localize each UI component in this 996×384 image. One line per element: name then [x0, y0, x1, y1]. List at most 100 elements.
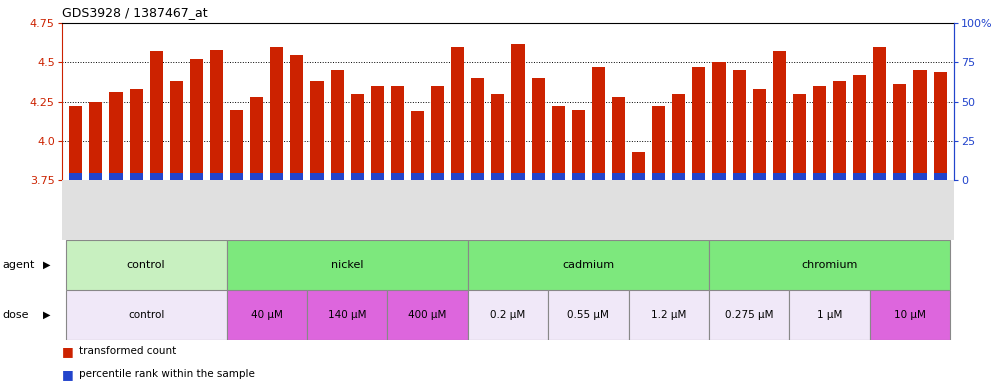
- Text: 400 μM: 400 μM: [408, 310, 447, 320]
- Bar: [331, 174, 344, 180]
- Bar: [793, 94, 806, 180]
- Bar: [250, 97, 263, 180]
- Bar: [451, 174, 464, 180]
- Bar: [468, 240, 709, 290]
- Bar: [230, 174, 243, 180]
- Bar: [331, 70, 344, 180]
- Bar: [307, 290, 387, 340]
- Bar: [491, 94, 504, 180]
- Bar: [652, 174, 665, 180]
- Text: ▶: ▶: [43, 260, 51, 270]
- Bar: [512, 174, 525, 180]
- Bar: [873, 47, 886, 180]
- Text: nickel: nickel: [331, 260, 364, 270]
- Bar: [753, 89, 766, 180]
- Bar: [548, 290, 628, 340]
- Bar: [733, 70, 746, 180]
- Bar: [110, 92, 123, 180]
- Bar: [652, 106, 665, 180]
- Bar: [451, 47, 464, 180]
- Bar: [149, 174, 162, 180]
- Bar: [709, 290, 790, 340]
- Bar: [592, 67, 605, 180]
- Bar: [913, 70, 926, 180]
- Bar: [813, 174, 826, 180]
- Bar: [129, 89, 142, 180]
- Bar: [169, 81, 183, 180]
- Bar: [70, 174, 83, 180]
- Bar: [793, 174, 806, 180]
- Bar: [291, 174, 304, 180]
- Bar: [893, 84, 906, 180]
- Bar: [552, 174, 565, 180]
- Text: control: control: [126, 260, 165, 270]
- Bar: [66, 240, 226, 290]
- Bar: [468, 290, 548, 340]
- Text: agent: agent: [2, 260, 35, 270]
- Text: GDS3928 / 1387467_at: GDS3928 / 1387467_at: [62, 6, 207, 19]
- Bar: [632, 152, 645, 180]
- Bar: [66, 290, 226, 340]
- Bar: [190, 59, 203, 180]
- Text: chromium: chromium: [802, 260, 858, 270]
- Bar: [933, 174, 946, 180]
- Text: ▶: ▶: [43, 310, 51, 320]
- Bar: [351, 174, 364, 180]
- Bar: [291, 55, 304, 180]
- Bar: [210, 174, 223, 180]
- Bar: [210, 50, 223, 180]
- Bar: [491, 174, 504, 180]
- Bar: [90, 102, 103, 180]
- Bar: [592, 174, 605, 180]
- Bar: [512, 43, 525, 180]
- Bar: [471, 174, 484, 180]
- Text: 10 μM: 10 μM: [894, 310, 926, 320]
- Bar: [90, 174, 103, 180]
- Text: 140 μM: 140 μM: [328, 310, 367, 320]
- Text: ■: ■: [62, 368, 74, 381]
- Bar: [390, 86, 404, 180]
- Bar: [854, 75, 867, 180]
- Bar: [431, 174, 444, 180]
- Bar: [572, 174, 585, 180]
- Bar: [149, 51, 162, 180]
- Bar: [311, 81, 324, 180]
- Text: dose: dose: [2, 310, 29, 320]
- Text: 1 μM: 1 μM: [817, 310, 843, 320]
- Bar: [672, 174, 685, 180]
- Bar: [773, 51, 786, 180]
- Bar: [833, 174, 847, 180]
- Bar: [351, 94, 364, 180]
- Bar: [552, 106, 565, 180]
- Bar: [431, 86, 444, 180]
- Bar: [270, 47, 283, 180]
- Bar: [753, 174, 766, 180]
- Bar: [712, 174, 725, 180]
- Bar: [190, 174, 203, 180]
- Bar: [773, 174, 786, 180]
- Text: ■: ■: [62, 345, 74, 358]
- Bar: [572, 110, 585, 180]
- Bar: [692, 174, 705, 180]
- Bar: [933, 72, 946, 180]
- Bar: [709, 240, 950, 290]
- Bar: [532, 174, 545, 180]
- Bar: [913, 174, 926, 180]
- Bar: [371, 174, 383, 180]
- Bar: [672, 94, 685, 180]
- Bar: [110, 174, 123, 180]
- Bar: [790, 290, 870, 340]
- Bar: [733, 174, 746, 180]
- Text: cadmium: cadmium: [563, 260, 615, 270]
- Bar: [387, 290, 468, 340]
- Bar: [169, 174, 183, 180]
- Text: 0.55 μM: 0.55 μM: [568, 310, 610, 320]
- Bar: [411, 174, 424, 180]
- Bar: [612, 174, 625, 180]
- Bar: [226, 240, 468, 290]
- Bar: [411, 111, 424, 180]
- Bar: [870, 290, 950, 340]
- Bar: [371, 86, 383, 180]
- Bar: [628, 290, 709, 340]
- Bar: [70, 106, 83, 180]
